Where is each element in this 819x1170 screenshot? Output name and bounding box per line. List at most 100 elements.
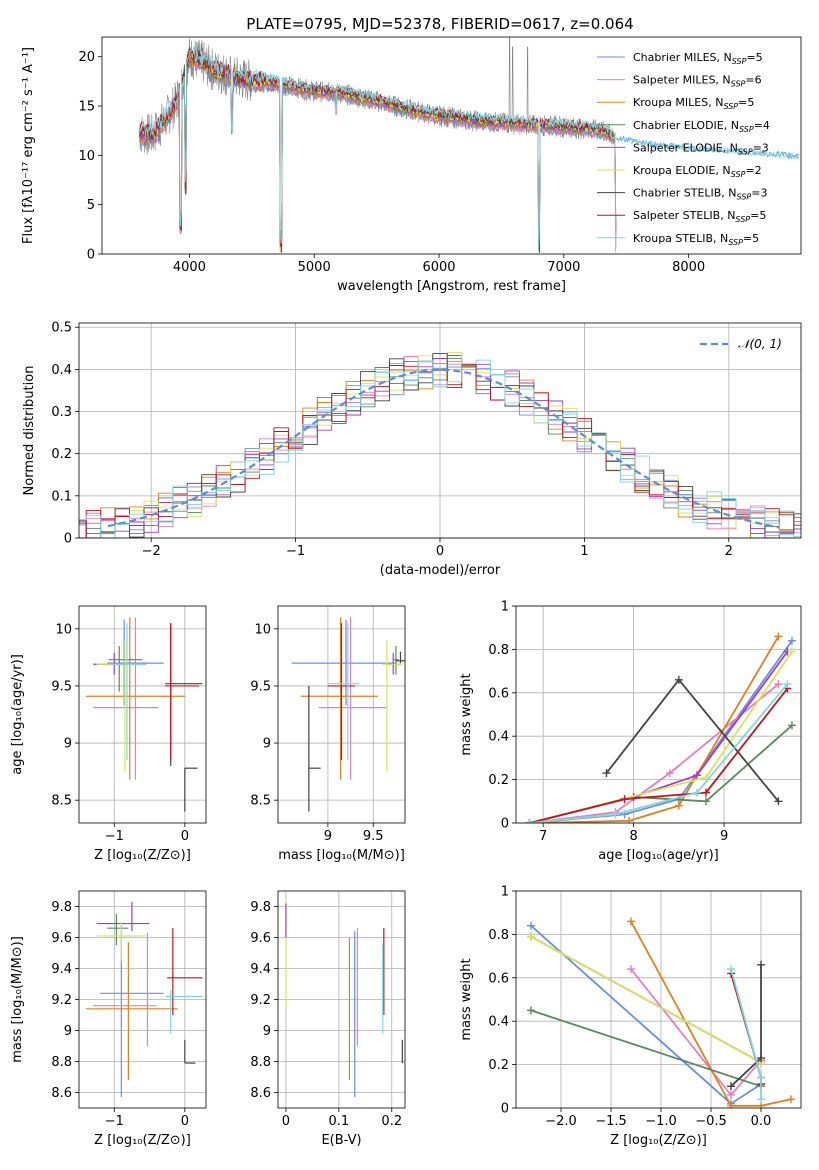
weight-line-chabrier_elodie bbox=[529, 724, 793, 823]
x-axis-label: mass [log₁₀(M/M⊙)] bbox=[278, 848, 405, 863]
plot-area bbox=[139, 37, 799, 254]
legend-nssp: =5 bbox=[743, 232, 759, 245]
weight-marker-kroupa_stelib bbox=[783, 680, 792, 689]
histogram-kroupa_stelib bbox=[79, 359, 801, 538]
plot-area bbox=[527, 917, 795, 1108]
plot-area bbox=[86, 901, 203, 1098]
y-tick-label: 15 bbox=[78, 100, 95, 115]
histogram-salpeter_stelib bbox=[79, 363, 801, 538]
weight-marker-chabrier_stelib bbox=[727, 1082, 735, 1091]
weight-marker-salpeter_miles bbox=[727, 1090, 735, 1099]
plot-area bbox=[525, 632, 796, 823]
weight-line-kroupa_miles bbox=[529, 635, 780, 823]
y-tick-label: 9 bbox=[263, 1024, 271, 1039]
model-spectrum-chabrier_elodie bbox=[139, 53, 617, 243]
legend-nssp: =4 bbox=[754, 119, 770, 132]
age-mass-weight-panel: 7 8 9 0 0.2 0.4 0.6 0.8 1 age [log₁₀(age/yr)] mass… bbox=[459, 600, 802, 863]
model-spectrum-kroupa_stelib bbox=[139, 45, 617, 249]
y-tick-label: 9.2 bbox=[250, 993, 271, 1008]
legend-nssp: =3 bbox=[753, 141, 769, 154]
axes-frame bbox=[78, 605, 207, 824]
y-tick-label: 0.2 bbox=[488, 773, 509, 788]
weight-marker-chabrier_stelib bbox=[757, 960, 765, 969]
model-spectrum-kroupa_elodie bbox=[139, 50, 617, 254]
y-axis-label: mass [log₁₀(M/M⊙)] bbox=[10, 936, 25, 1063]
weight-marker-kroupa_stelib bbox=[525, 819, 534, 823]
axes-frame bbox=[277, 605, 406, 824]
legend-nssp: =3 bbox=[751, 187, 767, 200]
y-tick-label: 9.8 bbox=[250, 900, 271, 915]
y-tick-label: 0.8 bbox=[488, 643, 509, 658]
legend-label-gaussian: 𝒩(0, 1) bbox=[738, 337, 782, 351]
plot-area bbox=[285, 898, 403, 1098]
legend-subscript: SSP bbox=[731, 170, 746, 179]
weight-marker-kroupa_elodie bbox=[527, 932, 535, 941]
weight-marker-chabrier_stelib bbox=[674, 675, 683, 684]
y-tick-label: 9.2 bbox=[51, 993, 72, 1008]
y-tick-label: 0.3 bbox=[51, 405, 72, 420]
weight-marker-kroupa_miles bbox=[627, 917, 635, 926]
legend-subscript: SSP bbox=[731, 80, 746, 89]
x-tick-label: 0 bbox=[282, 1114, 290, 1129]
x-axis-label: age [log₁₀(age/yr)] bbox=[598, 848, 719, 863]
legend-nssp: =5 bbox=[750, 209, 766, 222]
legend-label: Salpeter ELODIE, NSSP=3 bbox=[633, 141, 769, 156]
y-tick-label: 1 bbox=[501, 885, 509, 900]
x-axis-label: wavelength [Angstrom, rest frame] bbox=[337, 279, 566, 294]
x-tick-label: 7 bbox=[539, 829, 547, 844]
weight-marker-kroupa_stelib bbox=[757, 1073, 765, 1082]
y-axis-label: Flux [fλ10⁻¹⁷ erg cm⁻² s⁻¹ A⁻¹] bbox=[21, 47, 36, 244]
y-tick-label: 8.5 bbox=[250, 794, 271, 809]
y-tick-label: 9 bbox=[263, 737, 271, 752]
axes-frame bbox=[277, 890, 406, 1109]
y-tick-label: 0 bbox=[501, 1102, 509, 1117]
y-tick-label: 9.5 bbox=[51, 679, 72, 694]
y-tick-label: 0 bbox=[64, 532, 72, 547]
weight-marker-chabrier_elodie bbox=[527, 1006, 535, 1015]
y-tick-label: 8.6 bbox=[250, 1086, 271, 1101]
y-axis-label: age [log₁₀(age/yr)] bbox=[10, 654, 25, 775]
y-tick-label: 0.5 bbox=[51, 321, 72, 336]
weight-marker-salpeter_miles bbox=[774, 680, 783, 689]
y-tick-label: 0.2 bbox=[488, 1058, 509, 1073]
x-tick-label: −1.0 bbox=[645, 1114, 677, 1129]
y-tick-label: 8.6 bbox=[51, 1086, 72, 1101]
legend-label: Kroupa STELIB, NSSP=5 bbox=[633, 232, 759, 247]
x-tick-label: 0.2 bbox=[381, 1114, 402, 1129]
y-tick-label: 0.1 bbox=[51, 489, 72, 504]
figure-title: PLATE=0795, MJD=52378, FIBERID=0617, z=0… bbox=[246, 15, 633, 33]
y-tick-label: 9.6 bbox=[51, 931, 72, 946]
y-tick-label: 9 bbox=[64, 737, 72, 752]
legend-label: Chabrier MILES, NSSP=5 bbox=[633, 51, 763, 66]
legend-subscript: SSP bbox=[738, 147, 753, 156]
y-tick-label: 0 bbox=[87, 248, 95, 263]
plot-area bbox=[291, 617, 405, 812]
x-tick-label: −1.5 bbox=[595, 1114, 627, 1129]
y-tick-label: 20 bbox=[78, 50, 95, 65]
legend-nssp: =6 bbox=[745, 74, 761, 87]
x-tick-label: 6000 bbox=[422, 260, 455, 275]
x-tick-label: 0.0 bbox=[751, 1114, 772, 1129]
histogram-chabrier_elodie bbox=[79, 357, 801, 538]
spectrum-panel: 4000 5000 6000 7000 8000 0 5 10 15 20 wavelength [… bbox=[21, 36, 802, 294]
x-tick-label: 0 bbox=[181, 1114, 189, 1129]
weight-marker-kroupa_miles bbox=[774, 632, 783, 641]
x-tick-label: −1 bbox=[286, 544, 305, 559]
weight-marker-chabrier_miles bbox=[787, 636, 796, 645]
axes-frame bbox=[515, 890, 802, 1109]
x-tick-label: −2 bbox=[142, 544, 161, 559]
legend-nssp: =2 bbox=[745, 164, 761, 177]
x-tick-label: 5000 bbox=[298, 260, 331, 275]
y-tick-label: 0.8 bbox=[488, 928, 509, 943]
legend-label: Salpeter STELIB, NSSP=5 bbox=[633, 209, 766, 224]
metallicity-age-panel: −1 0 8.5 9 9.5 10 Z [log₁₀(Z/Z⊙)] age [log₁₀(ag… bbox=[10, 605, 207, 863]
x-tick-label: 8 bbox=[629, 829, 637, 844]
weight-marker-chabrier_miles bbox=[527, 921, 535, 930]
axes-frame bbox=[78, 890, 207, 1109]
weight-line-kroupa_miles bbox=[630, 920, 792, 1107]
y-tick-label: 8.8 bbox=[51, 1055, 72, 1070]
legend-label: Chabrier STELIB, NSSP=3 bbox=[633, 187, 767, 202]
y-tick-label: 1 bbox=[501, 600, 509, 615]
y-tick-label: 0.6 bbox=[488, 686, 509, 701]
